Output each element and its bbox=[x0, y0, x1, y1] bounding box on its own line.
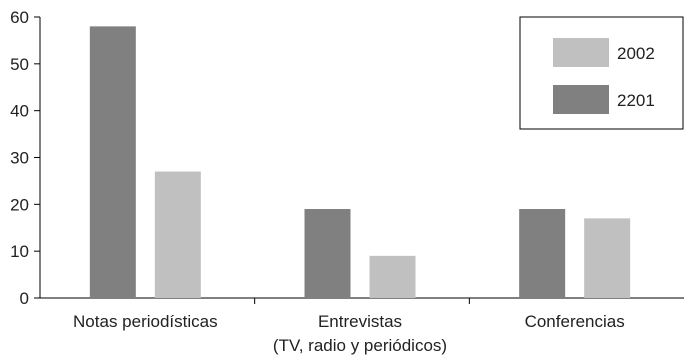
bar-2002-0 bbox=[154, 171, 201, 298]
x-axis bbox=[40, 297, 684, 304]
legend: 2002 2201 bbox=[519, 16, 684, 130]
x-category-label: Conferencias bbox=[525, 312, 625, 331]
legend-label: 2201 bbox=[617, 91, 655, 110]
bars bbox=[89, 26, 631, 298]
bar-2201-1 bbox=[304, 209, 351, 298]
legend-swatch-2201 bbox=[553, 85, 609, 114]
legend-swatch-2002 bbox=[553, 38, 609, 67]
y-axis: 0 10 20 30 40 50 60 bbox=[10, 8, 41, 308]
x-category-label: Entrevistas bbox=[318, 312, 402, 331]
legend-label: 2002 bbox=[617, 44, 655, 63]
y-tick-label: 20 bbox=[10, 195, 29, 214]
y-tick-label: 50 bbox=[10, 55, 29, 74]
y-tick-label: 40 bbox=[10, 102, 29, 121]
bar-2002-1 bbox=[369, 255, 416, 298]
x-category-label: (TV, radio y periódicos) bbox=[273, 336, 447, 355]
x-category-label: Notas periodísticas bbox=[73, 312, 218, 331]
y-tick-label: 10 bbox=[10, 242, 29, 261]
bar-2201-0 bbox=[89, 26, 136, 298]
y-tick-label: 30 bbox=[10, 149, 29, 168]
bar-2201-2 bbox=[519, 209, 566, 298]
bar-2002-2 bbox=[584, 218, 631, 298]
y-tick-label: 60 bbox=[10, 8, 29, 27]
category-labels: Notas periodísticas Entrevistas (TV, radio… bbox=[73, 312, 625, 355]
y-tick-label: 0 bbox=[20, 289, 29, 308]
